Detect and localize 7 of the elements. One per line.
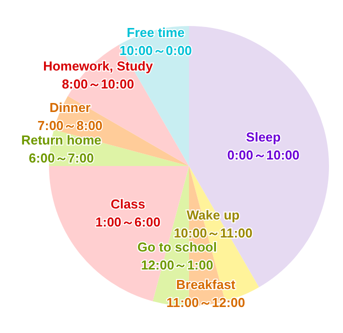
slice-label: Homework, Study 8:00～10:00 <box>43 58 154 92</box>
slice-label: Class 1:00～6:00 <box>95 196 160 230</box>
slice-label: Go to school 12:00～1:00 <box>137 240 217 273</box>
slice-label: Breakfast 11:00～12:00 <box>166 277 246 310</box>
slice-label: Sleep 0:00～10:00 <box>227 130 300 163</box>
slice-label: Return home 6:00～7:00 <box>21 132 102 166</box>
slice-label: Free time 10:00～0:00 <box>120 25 192 58</box>
